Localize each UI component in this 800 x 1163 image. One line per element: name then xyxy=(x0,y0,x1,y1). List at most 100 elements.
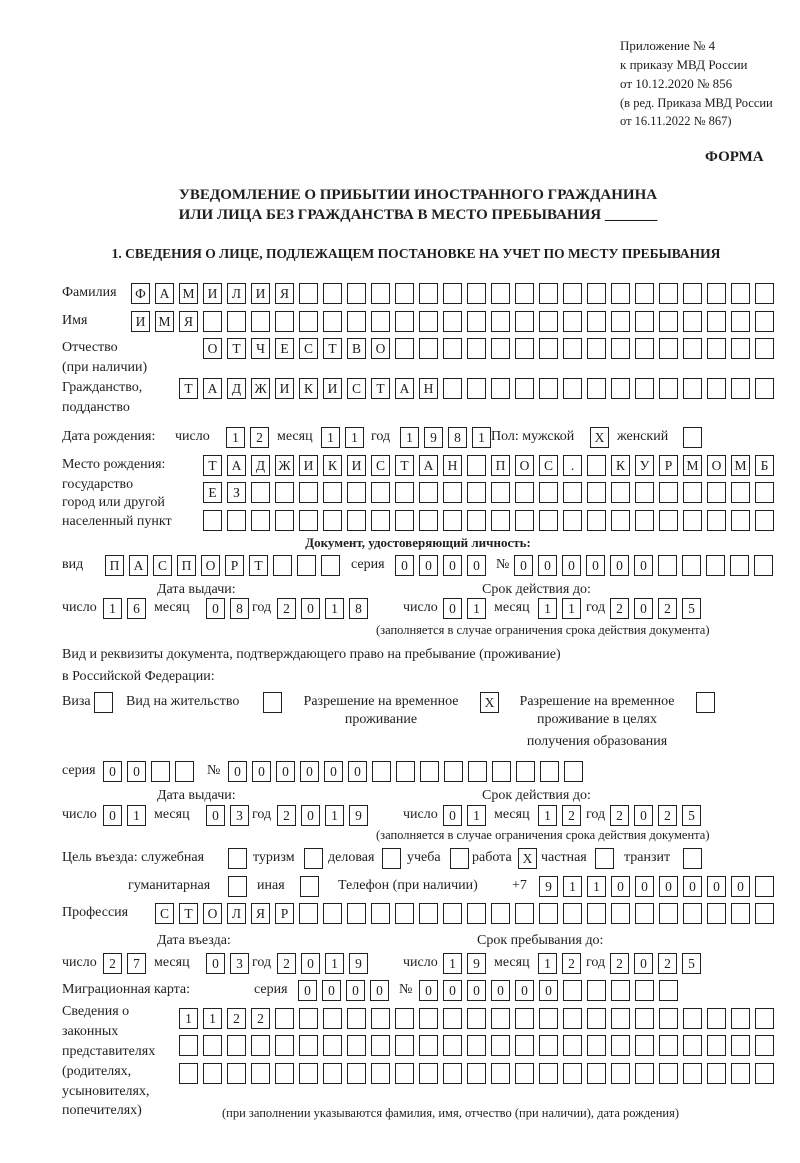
char-cell-birthplace-2[interactable] xyxy=(635,482,654,503)
char-cell-entry-year[interactable]: 0 xyxy=(301,953,320,974)
char-cell-surname[interactable] xyxy=(419,283,438,304)
char-cell-reps-2[interactable] xyxy=(179,1035,198,1056)
char-cell-patronymic[interactable] xyxy=(467,338,486,359)
char-cell-reps-3[interactable] xyxy=(611,1063,630,1084)
char-cell-reps-2[interactable] xyxy=(515,1035,534,1056)
char-cell-reps-3[interactable] xyxy=(707,1063,726,1084)
char-cell-id-issue-month[interactable]: 0 xyxy=(206,598,225,619)
char-cell-reps-1[interactable] xyxy=(395,1008,414,1029)
char-cell-stay-number[interactable]: 0 xyxy=(252,761,271,782)
char-cell-reps-3[interactable] xyxy=(467,1063,486,1084)
char-cell-birthplace-2[interactable] xyxy=(275,482,294,503)
checkbox-purpose-tourism[interactable] xyxy=(304,848,323,869)
char-cell-birthplace-1[interactable]: П xyxy=(491,455,510,476)
char-cell-citizenship[interactable] xyxy=(491,378,510,399)
char-cell-patronymic[interactable]: Т xyxy=(227,338,246,359)
char-cell-profession[interactable] xyxy=(683,903,702,924)
char-cell-surname[interactable] xyxy=(515,283,534,304)
char-cell-patronymic[interactable] xyxy=(419,338,438,359)
char-cell-birthplace-1[interactable]: М xyxy=(683,455,702,476)
char-cell-citizenship[interactable]: Т xyxy=(179,378,198,399)
char-cell-reps-2[interactable] xyxy=(707,1035,726,1056)
char-cell-birthplace-1[interactable]: Н xyxy=(443,455,462,476)
char-cell-reps-2[interactable] xyxy=(227,1035,246,1056)
char-cell-stay-issue-year[interactable]: 2 xyxy=(277,805,296,826)
char-cell-birthplace-3[interactable] xyxy=(251,510,270,531)
char-cell-birthplace-2[interactable] xyxy=(611,482,630,503)
char-cell-birthplace-3[interactable] xyxy=(395,510,414,531)
char-cell-birthplace-1[interactable]: М xyxy=(731,455,750,476)
char-cell-birthplace-2[interactable] xyxy=(491,482,510,503)
char-cell-patronymic[interactable]: Е xyxy=(275,338,294,359)
char-cell-profession[interactable] xyxy=(419,903,438,924)
char-cell-reps-3[interactable] xyxy=(731,1063,750,1084)
char-cell-citizenship[interactable] xyxy=(515,378,534,399)
char-cell-reps-3[interactable] xyxy=(371,1063,390,1084)
char-cell-surname[interactable] xyxy=(467,283,486,304)
char-cell-patronymic[interactable] xyxy=(491,338,510,359)
char-cell-birthplace-2[interactable] xyxy=(443,482,462,503)
char-cell-stay-number[interactable] xyxy=(468,761,487,782)
char-cell-birthplace-2[interactable] xyxy=(251,482,270,503)
char-cell-patronymic[interactable]: О xyxy=(203,338,222,359)
char-cell-birthplace-2[interactable] xyxy=(371,482,390,503)
char-cell-profession[interactable] xyxy=(539,903,558,924)
char-cell-birthplace-2[interactable] xyxy=(299,482,318,503)
char-cell-birthplace-2[interactable] xyxy=(515,482,534,503)
char-cell-surname[interactable]: М xyxy=(179,283,198,304)
char-cell-citizenship[interactable] xyxy=(539,378,558,399)
char-cell-birthplace-2[interactable] xyxy=(707,482,726,503)
char-cell-stay-until-year[interactable]: 2 xyxy=(658,953,677,974)
char-cell-citizenship[interactable] xyxy=(443,378,462,399)
char-cell-stay-valid-month[interactable]: 1 xyxy=(538,805,557,826)
char-cell-profession[interactable]: Л xyxy=(227,903,246,924)
char-cell-stay-issue-day[interactable]: 0 xyxy=(103,805,122,826)
char-cell-reps-2[interactable] xyxy=(731,1035,750,1056)
checkbox-purpose-private[interactable] xyxy=(595,848,614,869)
char-cell-stay-number[interactable] xyxy=(492,761,511,782)
char-cell-birthplace-3[interactable] xyxy=(467,510,486,531)
char-cell-phone[interactable]: 1 xyxy=(563,876,582,897)
char-cell-reps-2[interactable] xyxy=(203,1035,222,1056)
char-cell-birthplace-2[interactable] xyxy=(563,482,582,503)
char-cell-name[interactable] xyxy=(635,311,654,332)
char-cell-surname[interactable] xyxy=(611,283,630,304)
char-cell-mig-number[interactable] xyxy=(611,980,630,1001)
char-cell-id-valid-year[interactable]: 0 xyxy=(634,598,653,619)
char-cell-profession[interactable] xyxy=(515,903,534,924)
char-cell-id-valid-year[interactable]: 2 xyxy=(610,598,629,619)
char-cell-stay-number[interactable] xyxy=(516,761,535,782)
char-cell-citizenship[interactable]: А xyxy=(395,378,414,399)
char-cell-name[interactable] xyxy=(755,311,774,332)
char-cell-reps-1[interactable] xyxy=(491,1008,510,1029)
char-cell-id-kind[interactable] xyxy=(321,555,340,576)
char-cell-reps-1[interactable] xyxy=(347,1008,366,1029)
char-cell-reps-2[interactable] xyxy=(587,1035,606,1056)
char-cell-patronymic[interactable]: Ч xyxy=(251,338,270,359)
char-cell-birthplace-1[interactable]: О xyxy=(707,455,726,476)
char-cell-birthplace-1[interactable]: Б xyxy=(755,455,774,476)
char-cell-profession[interactable]: С xyxy=(155,903,174,924)
char-cell-name[interactable]: Я xyxy=(179,311,198,332)
char-cell-birthplace-3[interactable] xyxy=(323,510,342,531)
char-cell-phone[interactable]: 0 xyxy=(707,876,726,897)
char-cell-name[interactable] xyxy=(419,311,438,332)
char-cell-surname[interactable] xyxy=(323,283,342,304)
char-cell-citizenship[interactable]: А xyxy=(203,378,222,399)
char-cell-patronymic[interactable] xyxy=(707,338,726,359)
char-cell-name[interactable] xyxy=(683,311,702,332)
char-cell-birthplace-3[interactable] xyxy=(227,510,246,531)
char-cell-citizenship[interactable] xyxy=(755,378,774,399)
char-cell-name[interactable] xyxy=(443,311,462,332)
char-cell-birthplace-1[interactable]: Д xyxy=(251,455,270,476)
char-cell-stay-until-month[interactable]: 2 xyxy=(562,953,581,974)
char-cell-profession[interactable]: Я xyxy=(251,903,270,924)
char-cell-citizenship[interactable]: И xyxy=(275,378,294,399)
char-cell-patronymic[interactable]: Т xyxy=(323,338,342,359)
char-cell-reps-2[interactable] xyxy=(371,1035,390,1056)
char-cell-birthplace-1[interactable]: Р xyxy=(659,455,678,476)
checkbox-trp-edu[interactable] xyxy=(696,692,715,713)
char-cell-reps-2[interactable] xyxy=(323,1035,342,1056)
char-cell-reps-3[interactable] xyxy=(419,1063,438,1084)
char-cell-citizenship[interactable]: Д xyxy=(227,378,246,399)
